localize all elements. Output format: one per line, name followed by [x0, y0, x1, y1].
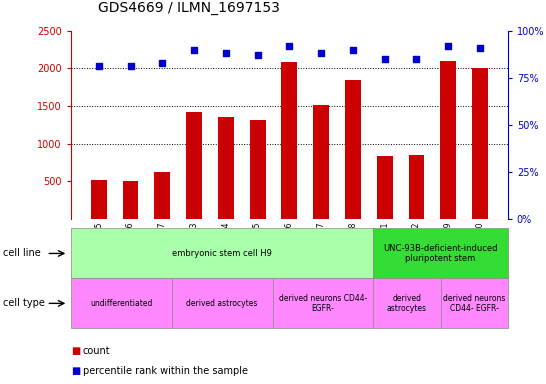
Point	[348, 46, 357, 53]
Point	[285, 43, 294, 49]
Text: embryonic stem cell H9: embryonic stem cell H9	[172, 249, 272, 258]
Text: count: count	[83, 346, 111, 356]
Text: derived neurons
CD44- EGFR-: derived neurons CD44- EGFR-	[443, 294, 506, 313]
Point	[476, 45, 484, 51]
Bar	[186, 112, 202, 219]
Text: undifferentiated: undifferentiated	[90, 299, 152, 308]
Point	[317, 50, 325, 56]
Point	[412, 56, 421, 62]
Point	[444, 43, 453, 49]
Bar	[123, 181, 139, 219]
Text: derived astrocytes: derived astrocytes	[187, 299, 258, 308]
Text: cell line: cell line	[3, 248, 40, 258]
Point	[381, 56, 389, 62]
Bar	[218, 116, 234, 219]
Text: derived neurons CD44-
EGFR-: derived neurons CD44- EGFR-	[279, 294, 367, 313]
Point	[126, 63, 135, 70]
Text: percentile rank within the sample: percentile rank within the sample	[83, 366, 248, 376]
Text: ■: ■	[71, 366, 80, 376]
Bar	[377, 156, 393, 219]
Text: GDS4669 / ILMN_1697153: GDS4669 / ILMN_1697153	[98, 2, 280, 15]
Bar	[155, 172, 170, 219]
Bar	[250, 120, 265, 219]
Bar	[313, 105, 329, 219]
Text: ■: ■	[71, 346, 80, 356]
Bar	[281, 62, 298, 219]
Bar	[91, 180, 106, 219]
Bar	[440, 61, 456, 219]
Text: cell type: cell type	[3, 298, 45, 308]
Text: UNC-93B-deficient-induced
pluripotent stem: UNC-93B-deficient-induced pluripotent st…	[383, 244, 498, 263]
Point	[253, 52, 262, 58]
Point	[158, 60, 167, 66]
Bar	[472, 68, 488, 219]
Bar	[345, 79, 361, 219]
Point	[189, 46, 198, 53]
Text: derived
astrocytes: derived astrocytes	[387, 294, 427, 313]
Bar	[408, 154, 424, 219]
Point	[222, 50, 230, 56]
Point	[94, 63, 103, 70]
